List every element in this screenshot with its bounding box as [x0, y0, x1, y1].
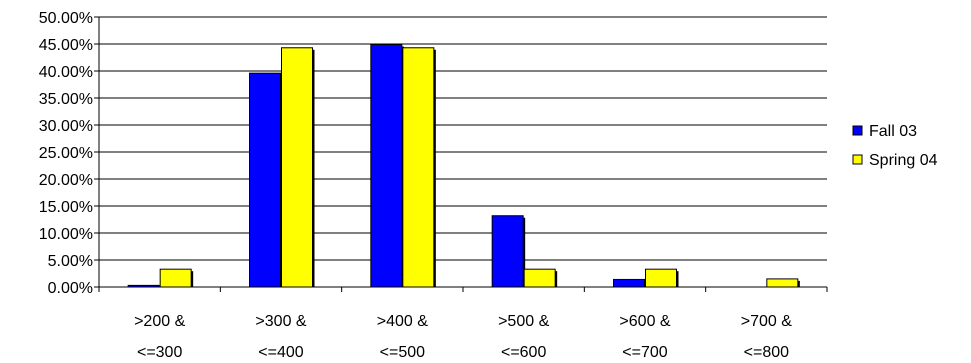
- legend-label: Fall 03: [869, 123, 917, 140]
- x-tick-label: <=500: [380, 344, 425, 358]
- x-tick-label: <=700: [622, 344, 667, 358]
- x-tick-label: >500 &: [498, 313, 549, 330]
- legend-swatch: [852, 154, 863, 165]
- y-tick-label: 50.00%: [39, 10, 93, 27]
- y-tick-label: 20.00%: [39, 172, 93, 189]
- bar-fall-03: [127, 284, 160, 288]
- bar-spring-04: [766, 278, 799, 288]
- bar-fall-03: [249, 72, 281, 288]
- x-tick-label: >700 &: [741, 313, 792, 330]
- bar-spring-04: [159, 268, 192, 288]
- x-tick-label: <=400: [258, 344, 303, 358]
- x-tick-label: <=300: [137, 344, 182, 358]
- x-tick-label: <=800: [744, 344, 789, 358]
- y-tick-label: 35.00%: [39, 91, 93, 108]
- legend-label: Spring 04: [869, 152, 938, 169]
- y-tick-label: 40.00%: [39, 64, 93, 81]
- y-tick-label: 15.00%: [39, 199, 93, 216]
- y-tick-label: 30.00%: [39, 118, 93, 135]
- x-tick-label: <=600: [501, 344, 546, 358]
- x-tick-label: >300 &: [255, 313, 306, 330]
- bar-spring-04: [402, 47, 435, 288]
- x-tick-label: >400 &: [377, 313, 428, 330]
- bar-spring-04: [523, 268, 556, 288]
- bar-spring-04: [281, 47, 313, 288]
- x-tick-label: >200 &: [134, 313, 185, 330]
- bar-fall-03: [491, 215, 524, 288]
- y-tick-label: 10.00%: [39, 226, 93, 243]
- y-tick-label: 5.00%: [48, 253, 93, 270]
- y-tick-label: 45.00%: [39, 37, 93, 54]
- bar-fall-03: [613, 278, 645, 288]
- legend-swatch: [852, 125, 863, 136]
- x-tick-label: >600 &: [619, 313, 670, 330]
- bar-spring-04: [645, 268, 677, 288]
- bar-fall-03: [370, 44, 403, 288]
- y-tick-label: 25.00%: [39, 145, 93, 162]
- y-tick-label: 0.00%: [48, 280, 93, 297]
